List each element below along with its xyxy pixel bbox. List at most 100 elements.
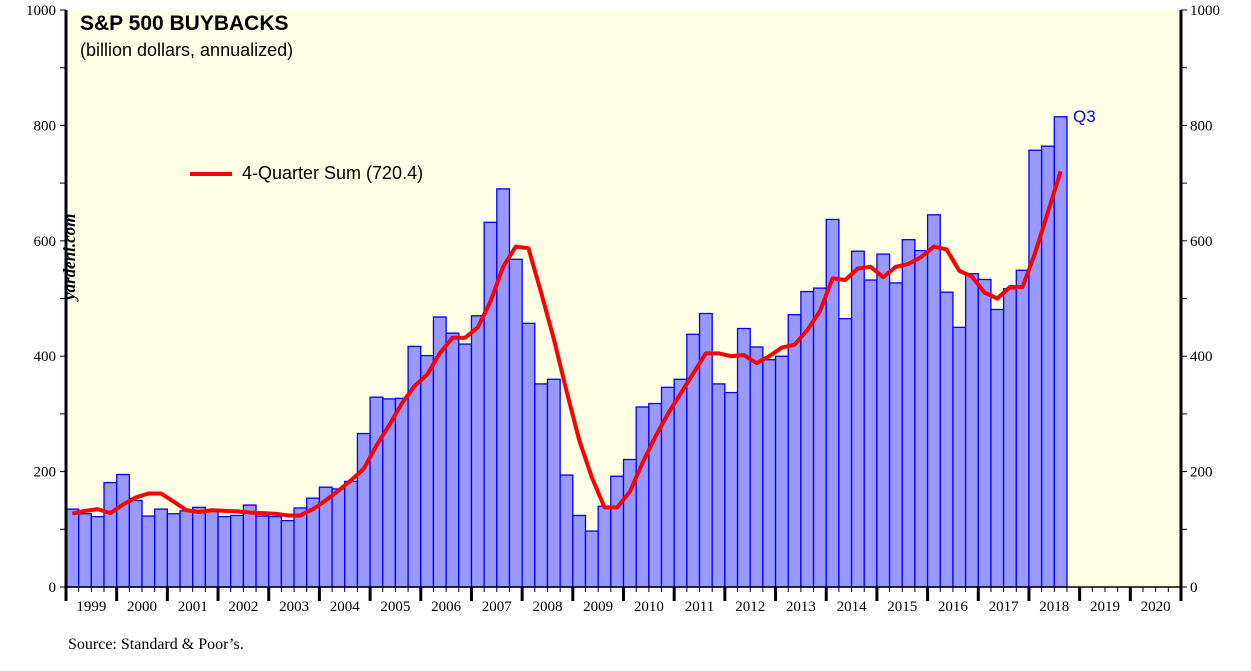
y-tick-label-right: 800 xyxy=(1190,118,1213,134)
bar xyxy=(610,475,625,588)
y-tick-label-left: 800 xyxy=(34,118,57,134)
bar xyxy=(863,279,878,588)
bar xyxy=(850,250,865,588)
bar xyxy=(876,253,891,588)
bar xyxy=(1015,269,1030,588)
x-tick-label: 2010 xyxy=(634,599,664,615)
bar xyxy=(242,504,257,588)
bar xyxy=(204,509,219,588)
y-tick-label-right: 1000 xyxy=(1190,3,1220,19)
bar xyxy=(293,507,308,588)
bar xyxy=(762,359,777,588)
x-tick-label: 2007 xyxy=(482,599,513,615)
bar xyxy=(546,378,561,588)
x-tick-label: 2017 xyxy=(989,599,1020,615)
last-quarter-label: Q3 xyxy=(1073,107,1096,126)
y-tick-label-left: 400 xyxy=(34,349,57,365)
x-tick-label: 2006 xyxy=(431,599,462,615)
bar xyxy=(521,322,536,588)
bar xyxy=(331,488,346,588)
bar xyxy=(470,315,485,588)
bar xyxy=(888,282,903,588)
bar xyxy=(914,249,929,588)
bar xyxy=(774,355,789,588)
x-tick-label: 2016 xyxy=(938,599,969,615)
x-tick-label: 2002 xyxy=(228,599,258,615)
x-tick-label: 2005 xyxy=(380,599,410,615)
bar xyxy=(90,515,105,588)
y-tick-label-left: 600 xyxy=(34,234,57,250)
chart-title: S&P 500 BUYBACKS xyxy=(80,12,289,35)
y-tick-label-right: 600 xyxy=(1190,234,1213,250)
legend-label: 4-Quarter Sum (720.4) xyxy=(242,163,424,183)
x-tick-label: 2008 xyxy=(532,599,562,615)
bar xyxy=(901,238,916,588)
bar xyxy=(534,383,549,588)
bar xyxy=(926,214,941,588)
bar xyxy=(724,391,739,588)
bar xyxy=(673,378,688,588)
bar xyxy=(128,499,143,588)
bar xyxy=(977,278,992,588)
x-tick-label: 2019 xyxy=(1090,599,1120,615)
x-tick-label: 2001 xyxy=(178,599,208,615)
bar xyxy=(255,515,270,588)
y-tick-label-left: 0 xyxy=(49,580,57,596)
x-tick-label: 2013 xyxy=(786,599,816,615)
bar xyxy=(736,327,751,588)
bar xyxy=(559,474,574,588)
bar xyxy=(508,258,523,588)
bar xyxy=(217,515,232,588)
y-tick-label-left: 200 xyxy=(34,465,57,481)
bar xyxy=(369,396,384,588)
bar xyxy=(344,480,359,588)
legend-swatch-line xyxy=(190,171,232,176)
bar xyxy=(166,513,181,588)
x-tick-label: 2011 xyxy=(685,599,714,615)
bar xyxy=(838,318,853,588)
x-tick-label: 2012 xyxy=(735,599,765,615)
bar xyxy=(192,506,207,588)
x-tick-label: 2003 xyxy=(279,599,309,615)
bar xyxy=(483,221,498,588)
bar xyxy=(1002,288,1017,588)
bar xyxy=(787,314,802,588)
y-tick-label-right: 400 xyxy=(1190,349,1213,365)
y-tick-label-right: 200 xyxy=(1190,465,1213,481)
bar xyxy=(711,383,726,588)
x-tick-label: 2009 xyxy=(583,599,613,615)
x-tick-label: 2004 xyxy=(330,599,361,615)
source-note: Source: Standard & Poor’s. xyxy=(68,636,244,653)
bar xyxy=(394,397,409,588)
bar xyxy=(496,188,511,588)
x-tick-label: 2018 xyxy=(1039,599,1069,615)
bar xyxy=(952,326,967,588)
bar xyxy=(990,308,1005,588)
x-tick-label: 2020 xyxy=(1141,599,1171,615)
y-tick-label-right: 0 xyxy=(1190,580,1198,596)
bar xyxy=(103,481,118,588)
watermark: yardeni.com xyxy=(60,213,79,300)
bar xyxy=(635,406,650,588)
bar xyxy=(179,510,194,588)
x-tick-label: 2015 xyxy=(887,599,917,615)
bar xyxy=(280,519,295,588)
x-tick-label: 2000 xyxy=(127,599,157,615)
legend: 4-Quarter Sum (720.4) xyxy=(190,163,423,184)
y-tick-label-left: 1000 xyxy=(26,3,56,19)
bar xyxy=(1028,149,1043,588)
bar xyxy=(939,291,954,588)
bar xyxy=(812,287,827,588)
bar xyxy=(230,514,245,588)
bar xyxy=(420,354,435,588)
x-tick-label: 1999 xyxy=(76,599,106,615)
bar xyxy=(749,346,764,588)
bar xyxy=(154,508,169,588)
bar xyxy=(584,530,599,588)
bar xyxy=(445,332,460,588)
bar xyxy=(964,273,979,588)
chart-subtitle: (billion dollars, annualized) xyxy=(80,40,294,60)
x-tick-label: 2014 xyxy=(837,599,868,615)
bar xyxy=(597,505,612,588)
